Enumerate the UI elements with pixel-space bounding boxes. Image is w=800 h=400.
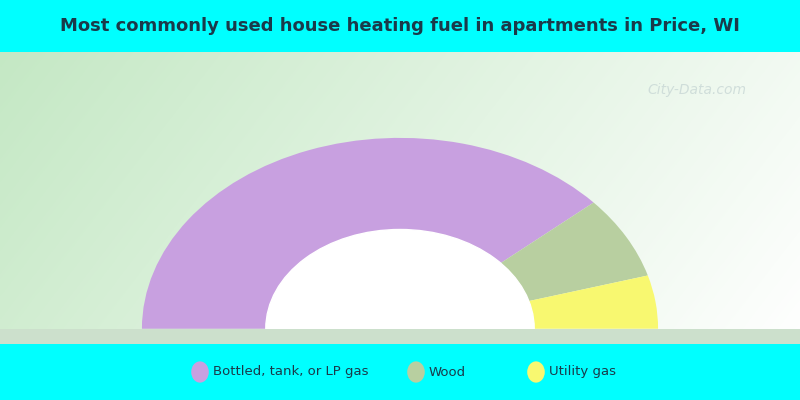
Bar — [0, 329, 800, 344]
Bar — [0, 329, 800, 344]
Text: Wood: Wood — [429, 366, 466, 378]
Text: Utility gas: Utility gas — [549, 366, 616, 378]
Wedge shape — [400, 202, 648, 329]
Text: Bottled, tank, or LP gas: Bottled, tank, or LP gas — [213, 366, 368, 378]
Ellipse shape — [191, 361, 209, 383]
Text: Most commonly used house heating fuel in apartments in Price, WI: Most commonly used house heating fuel in… — [60, 17, 740, 35]
Wedge shape — [142, 138, 594, 329]
Ellipse shape — [527, 361, 545, 383]
Circle shape — [266, 230, 534, 400]
Text: City-Data.com: City-Data.com — [647, 83, 746, 97]
Ellipse shape — [407, 361, 425, 383]
Wedge shape — [400, 276, 658, 329]
